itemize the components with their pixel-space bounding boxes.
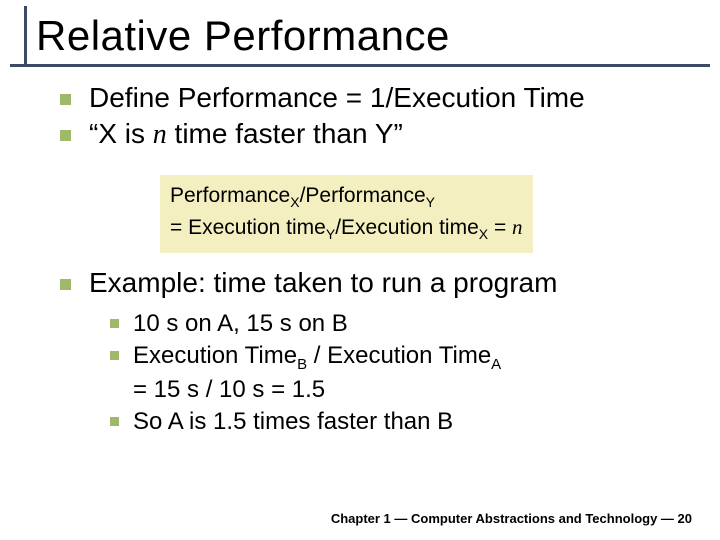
text-pre: “X is: [89, 118, 153, 149]
italic-n: n: [512, 215, 523, 239]
perf-y: Performance: [305, 184, 425, 207]
bullet-l2: So A is 1.5 times faster than B: [110, 407, 680, 437]
eq-exec-y: = Execution time: [170, 216, 326, 239]
title-region: Relative Performance: [0, 0, 720, 60]
content-region: Define Performance = 1/Execution Time “X…: [0, 60, 720, 437]
example-heading: Example: time taken to run a program: [89, 267, 557, 299]
bullet-l1: Define Performance = 1/Execution Time: [60, 82, 680, 114]
square-bullet-icon: [110, 351, 119, 360]
sub-x: X: [290, 194, 299, 210]
slide-footer: Chapter 1 — Computer Abstractions and Te…: [331, 511, 692, 526]
perf-x: Performance: [170, 184, 290, 207]
sub-y: Y: [326, 227, 335, 243]
sub-bullet-group: 10 s on A, 15 s on B Execution TimeB / E…: [110, 309, 680, 437]
square-bullet-icon: [110, 417, 119, 426]
bullet-text: Define Performance = 1/Execution Time: [89, 82, 585, 114]
bullet-l1: “X is n time faster than Y”: [60, 118, 680, 151]
exec-x: Execution time: [341, 216, 479, 239]
bullet-text: 10 s on A, 15 s on B: [133, 309, 348, 339]
calc-line: = 15 s / 10 s = 1.5: [133, 376, 325, 403]
formula-line-2: = Execution timeY/Execution timeX = n: [170, 212, 523, 244]
bullet-text: Execution TimeB / Execution TimeA = 15 s…: [133, 341, 501, 405]
bullet-l1: Example: time taken to run a program: [60, 267, 680, 299]
square-bullet-icon: [60, 279, 71, 290]
sub-y: Y: [426, 194, 435, 210]
sub-x: X: [479, 227, 488, 243]
eq-sign: =: [488, 216, 512, 239]
title-rule-horizontal: [10, 64, 710, 67]
title-rule-vertical: [24, 6, 27, 66]
square-bullet-icon: [60, 94, 71, 105]
bullet-text: “X is n time faster than Y”: [89, 118, 403, 151]
bullet-l2: Execution TimeB / Execution TimeA = 15 s…: [110, 341, 680, 405]
bullet-text: So A is 1.5 times faster than B: [133, 407, 453, 437]
sub-b: B: [297, 356, 307, 373]
exec-time-b-pre: Execution Time: [133, 342, 297, 369]
formula-block: PerformanceX/PerformanceY = Execution ti…: [160, 175, 533, 253]
exec-time-a-mid: / Execution Time: [307, 342, 491, 369]
sub-a: A: [491, 356, 501, 373]
italic-n: n: [153, 119, 167, 150]
formula-line-1: PerformanceX/PerformanceY: [170, 181, 523, 212]
text-post: time faster than Y”: [167, 118, 403, 149]
bullet-l2: 10 s on A, 15 s on B: [110, 309, 680, 339]
square-bullet-icon: [60, 130, 71, 141]
slide-title: Relative Performance: [36, 12, 720, 60]
square-bullet-icon: [110, 319, 119, 328]
